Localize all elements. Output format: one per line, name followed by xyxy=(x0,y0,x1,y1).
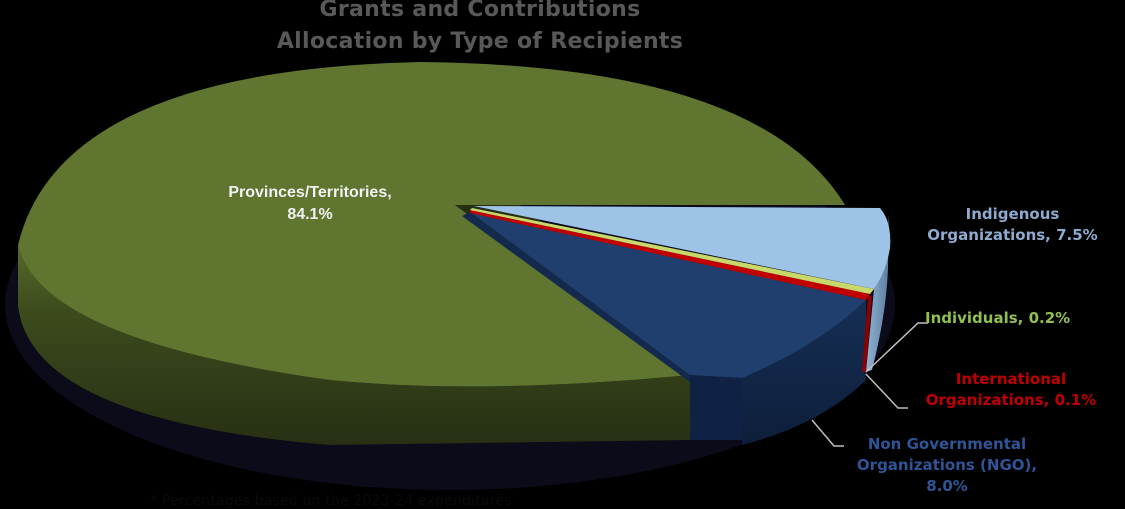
chart-title: Grants and Contributions Allocation by T… xyxy=(0,0,960,58)
leader-line-international xyxy=(865,373,908,409)
slice-ngo-side xyxy=(742,300,866,445)
slice-provinces-top xyxy=(18,62,845,387)
chart-title-line1: Grants and Contributions xyxy=(319,0,641,22)
label-indigenous-name: Indigenous xyxy=(965,205,1060,223)
label-provinces: Provinces/Territories, 84.1% xyxy=(180,182,440,226)
slice-ngo-edge xyxy=(462,212,690,382)
slice-provinces-side xyxy=(18,245,690,445)
slice-international-side xyxy=(862,296,872,372)
chart-title-line2: Allocation by Type of Recipients xyxy=(276,29,684,54)
label-international: International Organizations, 0.1% xyxy=(900,369,1122,411)
label-individuals: Individuals, 0.2% xyxy=(925,308,1125,329)
label-ngo-value: 8.0% xyxy=(926,477,968,495)
leader-line-individuals xyxy=(865,322,928,373)
label-provinces-value: 84.1% xyxy=(287,206,333,223)
label-ngo-name: Non Governmental xyxy=(867,435,1027,453)
label-indigenous: Indigenous Organizations, 7.5% xyxy=(900,204,1125,246)
slice-ngo-cut xyxy=(690,375,742,440)
slice-indigenous-top xyxy=(474,206,891,289)
slice-indigenous[interactable] xyxy=(474,206,891,372)
label-individuals-value: Individuals, 0.2% xyxy=(925,309,1071,327)
label-international-name: International xyxy=(955,370,1067,388)
label-indigenous-value: Organizations, 7.5% xyxy=(927,226,1098,244)
slice-international[interactable] xyxy=(470,210,870,300)
slice-individuals[interactable] xyxy=(470,208,874,294)
leader-line-ngo xyxy=(811,419,844,447)
label-provinces-name: Provinces/Territories, xyxy=(228,184,392,201)
label-ngo: Non Governmental Organizations (NGO), 8.… xyxy=(832,434,1062,497)
label-ngo-name-2: Organizations (NGO), xyxy=(856,456,1038,474)
slice-indigenous-side xyxy=(866,215,889,372)
slice-ngo[interactable] xyxy=(462,212,866,445)
label-international-value: Organizations, 0.1% xyxy=(925,391,1097,409)
footnote: * Percentages based on the 2023-24 expen… xyxy=(150,493,512,509)
slice-ngo-top xyxy=(470,212,866,378)
